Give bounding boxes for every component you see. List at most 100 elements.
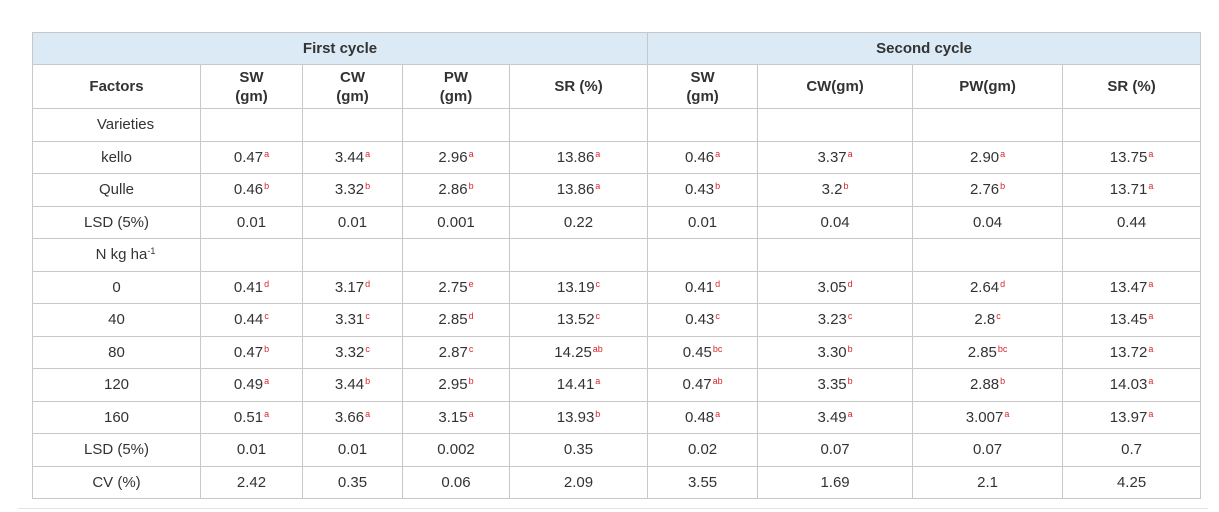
cell-value: 0.07 <box>820 441 850 459</box>
value-cell: 0.01 <box>647 205 759 239</box>
cell-value: 0.04 <box>820 213 850 231</box>
value-cell: 2.76b <box>912 173 1064 207</box>
significance-letter: a <box>1148 278 1154 289</box>
factor-cell: 0 <box>32 270 201 304</box>
cell-value: 0.35 <box>563 441 594 459</box>
second-cycle-header: Second cycle <box>647 32 1202 65</box>
value-cell: 2.86b <box>402 173 510 207</box>
significance-letter: c <box>847 311 853 322</box>
cell-value: 1.69 <box>820 473 850 491</box>
value-cell: 3.15a <box>402 400 510 434</box>
table-row: Varieties <box>32 108 1202 142</box>
cell-value: 2.87 <box>438 343 468 361</box>
column-header-label: PW <box>443 68 469 86</box>
significance-letter: b <box>468 181 474 192</box>
cell-value: 3.66 <box>334 408 365 426</box>
significance-letter: b <box>715 181 721 192</box>
significance-letter: b <box>468 376 474 387</box>
factor-cell: N kg ha-1 <box>32 238 201 272</box>
significance-letter: a <box>1004 408 1010 419</box>
factor-cell: LSD (5%) <box>32 205 201 239</box>
value-cell: 2.95b <box>402 368 510 402</box>
cell-value: 13.71 <box>1109 181 1148 199</box>
cell-value: 0.41 <box>233 278 264 296</box>
column-header: SW (gm) <box>647 64 759 109</box>
factor-cell: Qulle <box>32 173 201 207</box>
value-cell: 2.75e <box>402 270 510 304</box>
significance-letter: c <box>996 311 1001 322</box>
value-cell: 13.45a <box>1062 303 1202 337</box>
cell-value: 2.90 <box>969 148 1000 166</box>
value-cell: 0.44c <box>200 303 303 337</box>
significance-letter: a <box>468 408 474 419</box>
value-cell: 13.86a <box>508 173 649 207</box>
value-cell: 13.75a <box>1062 140 1202 174</box>
cell-value: 3.2 <box>821 181 843 199</box>
cell-value: 13.86 <box>556 181 595 199</box>
value-cell: 0.41d <box>200 270 303 304</box>
value-cell: 3.66a <box>302 400 403 434</box>
column-header-unit: (gm) <box>439 87 473 105</box>
significance-letter: d <box>1000 278 1006 289</box>
value-cell: 0.46b <box>200 173 303 207</box>
significance-letter: b <box>264 343 270 354</box>
column-header: SW (gm) <box>200 64 303 109</box>
column-header: SR (%) <box>1062 64 1202 109</box>
value-cell: 0.07 <box>912 433 1064 467</box>
table-body: Varieties kello 0.47a 3.44a 2.96a 13.86a 0.46a… <box>32 108 1202 499</box>
cell-value: 0.43 <box>685 311 715 329</box>
cell-value: 0.7 <box>1121 441 1142 459</box>
cell-value: 0.01 <box>236 213 267 231</box>
cell-value: 3.23 <box>817 311 847 329</box>
value-cell: 13.72a <box>1062 335 1202 369</box>
cell-value: 0.47 <box>233 148 264 166</box>
factor-label: N kg ha <box>95 246 148 264</box>
value-cell: 0.51a <box>200 400 303 434</box>
value-cell: 0.01 <box>302 205 403 239</box>
value-cell <box>647 108 759 142</box>
value-cell <box>912 238 1064 272</box>
cell-value: 3.55 <box>687 473 718 491</box>
cell-value: 0.001 <box>437 213 475 231</box>
cell-value: 0.07 <box>972 441 1003 459</box>
value-cell: 1.69 <box>757 465 914 499</box>
significance-letter: d <box>468 311 474 322</box>
value-cell: 3.55 <box>647 465 759 499</box>
table-row: CV (%) 2.42 0.35 0.06 2.09 3.55 1.69 2.1 4.25 <box>32 465 1202 499</box>
factor-label: Varieties <box>96 116 155 134</box>
cell-value: 13.52 <box>557 311 595 329</box>
significance-letter: a <box>595 181 601 192</box>
cell-value: 3.37 <box>817 148 847 166</box>
significance-letter: a <box>1148 408 1154 419</box>
column-header-label: SR (%) <box>554 78 603 95</box>
cell-value: 0.22 <box>563 213 594 231</box>
factor-cell: Varieties <box>32 108 201 142</box>
unit-superscript: -1 <box>147 246 156 257</box>
cell-value: 0.41 <box>684 278 715 296</box>
value-cell: 2.85bc <box>912 335 1064 369</box>
column-header-row: Factors SW (gm) CW (gm) PW (gm) SR (%) SW (gm) CW(… <box>32 64 1202 109</box>
cell-value: 0.01 <box>687 213 718 231</box>
cell-value: 0.01 <box>337 213 368 231</box>
results-table: First cycle Second cycle Factors SW (gm) CW… <box>31 32 1202 499</box>
value-cell: 2.64d <box>912 270 1064 304</box>
table-row: LSD (5%) 0.01 0.01 0.001 0.22 0.01 0.04 0.04 0.4… <box>32 205 1202 239</box>
value-cell: 13.97a <box>1062 400 1202 434</box>
significance-letter: a <box>264 408 270 419</box>
factor-cell: 160 <box>32 400 201 434</box>
cell-value: 0.002 <box>437 441 475 459</box>
cell-value: 2.95 <box>438 376 468 394</box>
cell-value: 3.007 <box>965 408 1004 426</box>
significance-letter: b <box>843 181 849 192</box>
value-cell: 3.44a <box>302 140 403 174</box>
factor-label: 80 <box>108 343 125 361</box>
significance-letter: a <box>264 148 270 159</box>
significance-letter: b <box>1000 181 1006 192</box>
table-row: 160 0.51a 3.66a 3.15a 13.93b 0.48a 3.49a 3.007a… <box>32 400 1202 434</box>
value-cell <box>647 238 759 272</box>
column-header-label: CW <box>340 68 365 86</box>
cell-value: 2.86 <box>438 181 468 199</box>
cell-value: 13.86 <box>556 148 595 166</box>
column-header: CW(gm) <box>757 64 914 109</box>
significance-letter: b <box>264 181 270 192</box>
